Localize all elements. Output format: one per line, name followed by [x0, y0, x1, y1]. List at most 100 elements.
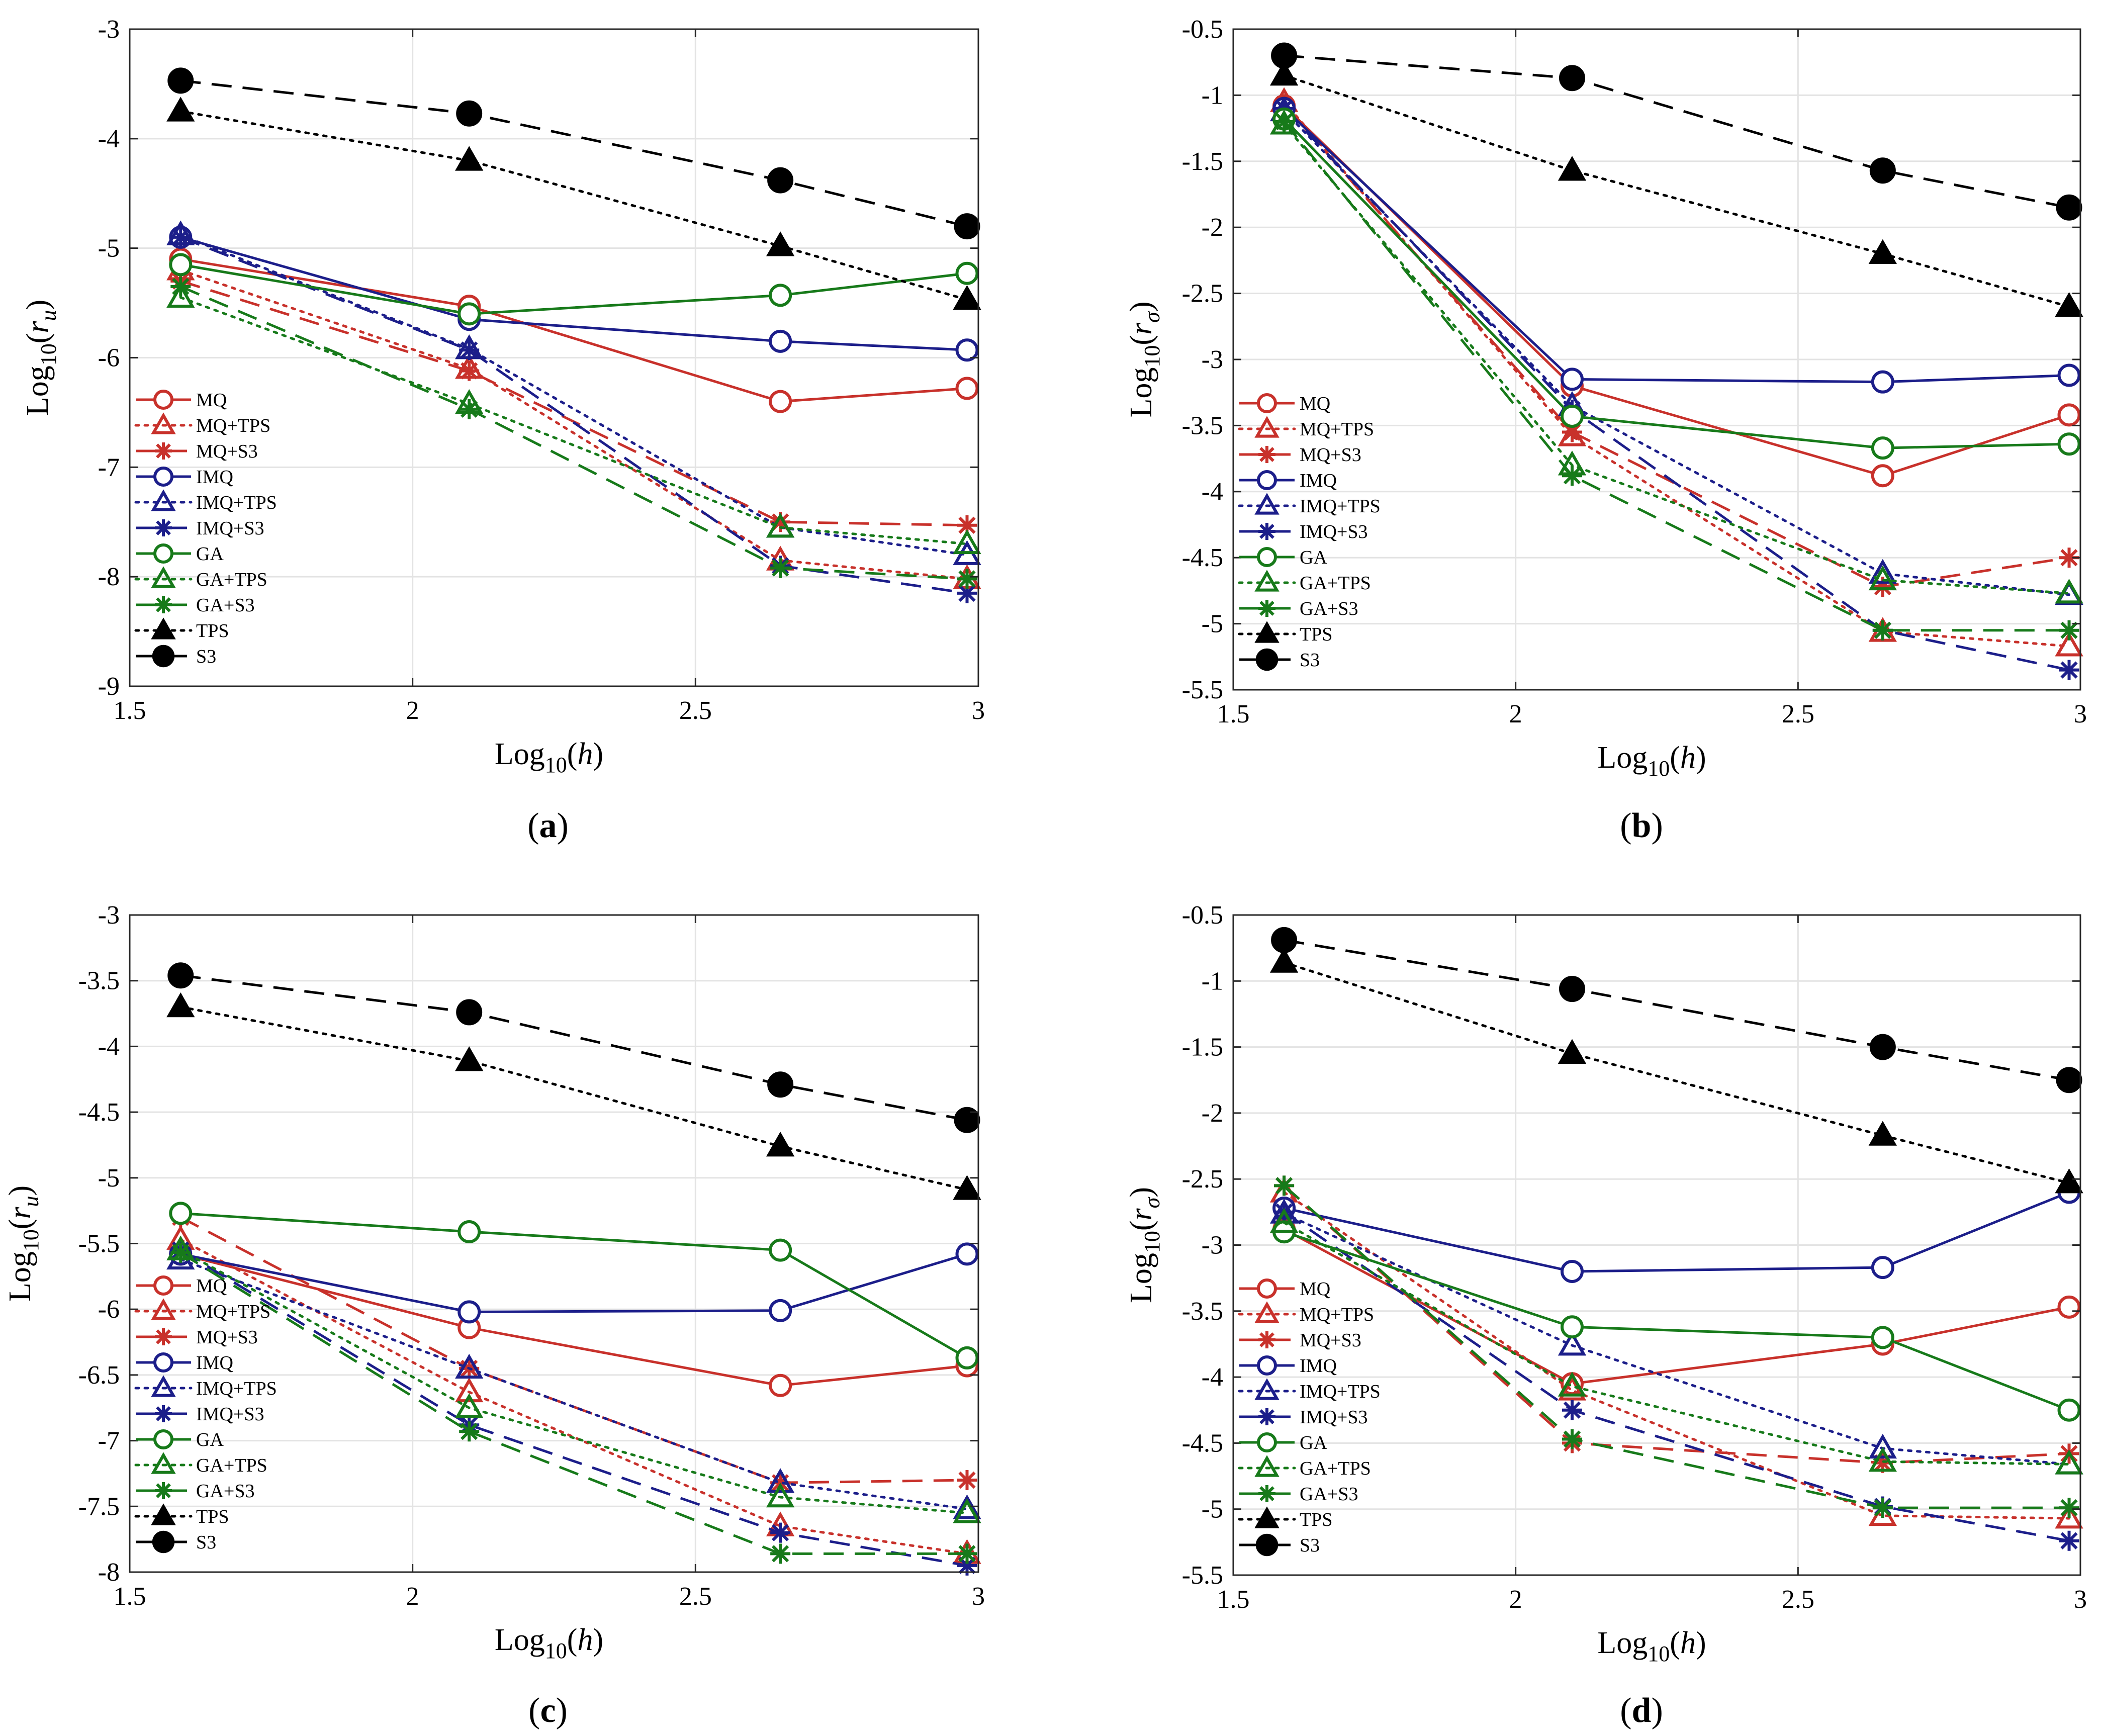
marker-point: [455, 1046, 484, 1071]
marker-point: [153, 1275, 173, 1296]
legend-item-imq-tps: IMQ+TPS: [1238, 1378, 1381, 1402]
marker-point: [170, 276, 191, 297]
marker-point: [155, 596, 172, 613]
legend-label: IMQ: [196, 1352, 233, 1374]
legend-item-mq: MQ: [136, 1275, 227, 1297]
marker-point: [459, 360, 480, 381]
series-line: [180, 1216, 967, 1484]
marker-point: [1271, 42, 1298, 69]
chart-panel-d: 1.5 2 2.5 3 -5.5 -5 -4.5 -4 -3.5 -3 -2.5 -2 -1.5 -1 -0…: [1124, 901, 2087, 1730]
marker-point: [170, 1242, 191, 1263]
x-tick-label: 1.5: [114, 1582, 146, 1611]
legend-label: MQ: [1300, 393, 1330, 414]
legend-item-mq-s3: MQ+S3: [1239, 1330, 1361, 1351]
legend-label: S3: [196, 646, 216, 667]
y-tick-label: -3: [98, 15, 120, 44]
marker-point: [1255, 648, 1278, 671]
marker-stroke: [772, 1545, 789, 1563]
marker-point: [1274, 1175, 1295, 1196]
legend-item-imq: IMQ: [1239, 470, 1337, 491]
marker-point: [458, 302, 481, 326]
chart-panel-c: 1.5 2 2.5 3 -8 -7.5 -7 -6.5 -6 -5.5 -5 -4.5 -4 -3.5 -3…: [3, 901, 985, 1730]
series-line: [1283, 107, 2069, 384]
legend-item-mq-s3: MQ+S3: [1239, 444, 1361, 466]
marker-point: [769, 1299, 792, 1322]
marker-point: [1562, 1429, 1582, 1449]
marker-point: [170, 227, 191, 247]
marker-point: [456, 100, 483, 127]
legend-item-imq-tps: IMQ+TPS: [134, 489, 277, 513]
marker-point: [167, 67, 194, 94]
marker-stroke: [461, 341, 478, 359]
series-tps: [1269, 948, 2083, 1194]
legend-label: TPS: [196, 1506, 229, 1527]
marker-point: [769, 284, 792, 307]
legend-item-imq: IMQ: [1239, 1355, 1337, 1377]
legend-label: MQ+S3: [196, 1327, 258, 1348]
series-line: [180, 1252, 968, 1313]
marker-point: [1558, 156, 1587, 181]
y-tick-label: -4.5: [78, 1098, 120, 1127]
series-line: [1283, 1212, 2071, 1466]
marker-point: [767, 1071, 794, 1098]
marker-point: [1258, 1331, 1275, 1348]
legend-item-imq-s3: IMQ+S3: [1239, 1407, 1367, 1428]
series-line: [1283, 104, 2069, 588]
marker-point: [1258, 1408, 1275, 1425]
legend-item-ga-s3: GA+S3: [136, 595, 254, 616]
y-tick-label: -4: [1202, 1363, 1223, 1392]
legend-item-ga: GA: [136, 543, 224, 565]
legend-label: GA: [1300, 1432, 1327, 1453]
legend-item-tps: TPS: [134, 1503, 229, 1527]
marker-stroke: [2060, 1532, 2078, 1549]
marker-point: [1257, 1278, 1277, 1299]
y-tick-label: -0.5: [1182, 15, 1223, 44]
marker-stroke: [1874, 621, 1891, 639]
marker-point: [1871, 464, 1894, 488]
legend-label: GA+TPS: [196, 569, 267, 590]
legend-label: IMQ+TPS: [196, 492, 277, 513]
series-s3: [167, 962, 980, 1133]
marker-point: [167, 962, 194, 989]
marker-point: [1871, 370, 1894, 394]
marker-point: [1258, 1485, 1275, 1502]
marker-point: [151, 412, 176, 434]
marker-point: [151, 617, 176, 639]
marker-point: [153, 390, 173, 410]
legend-item-imq-s3: IMQ+S3: [136, 518, 264, 539]
marker-point: [766, 1482, 795, 1508]
x-axis-label: Log10(h): [495, 1623, 603, 1663]
marker-point: [957, 1470, 977, 1491]
marker-stroke: [958, 516, 976, 534]
marker-stroke: [2060, 1499, 2078, 1517]
marker-point: [955, 377, 979, 400]
series-line: [1284, 54, 2070, 209]
series-line: [179, 296, 968, 545]
y-tick-label: -3.5: [1182, 1297, 1223, 1326]
legend-label: MQ+S3: [1300, 444, 1361, 466]
legend-item-ga-tps: GA+TPS: [134, 566, 267, 590]
marker-point: [766, 513, 795, 538]
series-line: [180, 79, 968, 228]
marker-point: [2055, 631, 2083, 657]
legend-label: IMQ+S3: [196, 518, 264, 539]
marker-stroke: [1259, 447, 1274, 462]
series-ga-s3: [170, 276, 977, 589]
legend: MQ MQ+TPS MQ+S3 IMQ IMQ+TPS IMQ+S3 GA GA+TPS GA+…: [1238, 1278, 1381, 1557]
marker-point: [766, 1132, 795, 1157]
series-line: [180, 1252, 967, 1387]
legend-label: IMQ+S3: [196, 1404, 264, 1425]
marker-stroke: [958, 584, 976, 602]
marker-point: [155, 1482, 172, 1499]
legend-item-ga: GA: [1239, 1432, 1327, 1453]
marker-stroke: [2060, 621, 2078, 639]
marker-point: [1869, 157, 1896, 184]
legend-item-mq-s3: MQ+S3: [136, 441, 258, 462]
legend-label: GA+S3: [1300, 598, 1358, 619]
marker-point: [955, 1242, 979, 1266]
marker-point: [2055, 1168, 2083, 1194]
marker-point: [459, 1421, 480, 1442]
legend-item-mq-tps: MQ+TPS: [134, 412, 270, 436]
x-axis-label: Log10(h): [1597, 741, 1706, 781]
y-tick-label: -3.5: [1182, 411, 1223, 440]
